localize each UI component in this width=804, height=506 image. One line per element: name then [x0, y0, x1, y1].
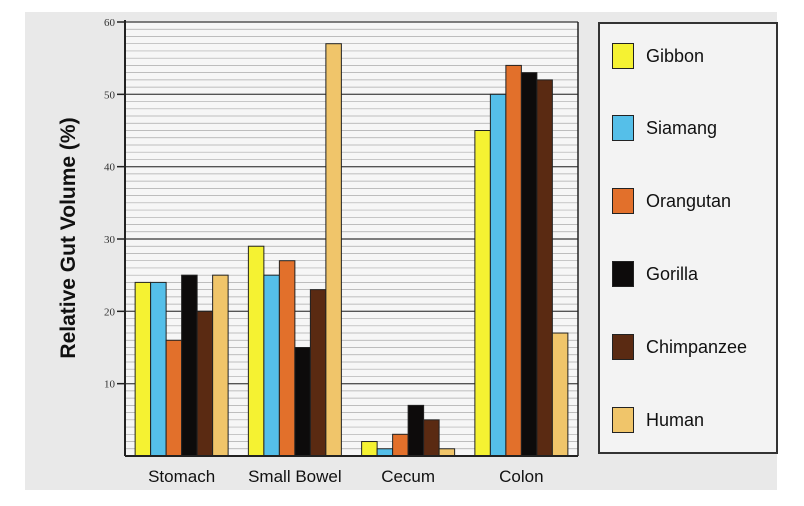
- legend-item-gorilla: Gorilla: [612, 260, 698, 288]
- legend-label: Chimpanzee: [646, 336, 748, 357]
- legend-label: Orangutan: [646, 190, 732, 211]
- legend-item-chimpanzee: Chimpanzee: [612, 333, 747, 361]
- y-tick-label: 40: [104, 162, 116, 174]
- legend-swatch: [612, 407, 634, 433]
- legend: Gibbon Siamang Orangutan Gorilla Chimpanzee H…: [598, 22, 778, 454]
- bar-orangutan-cecum: [392, 433, 409, 457]
- bar-orangutan-small-bowel: [278, 260, 296, 457]
- bar-gorilla-small-bowel: [294, 347, 311, 457]
- axes: [117, 20, 579, 457]
- bar-human-colon: [551, 332, 569, 457]
- legend-item-orangutan: Orangutan: [612, 187, 731, 215]
- bar-gorilla-stomach: [181, 274, 198, 457]
- bar-orangutan-stomach: [165, 339, 183, 457]
- bar-chimpanzee-small-bowel: [309, 289, 327, 457]
- bar-gorilla-cecum: [407, 404, 425, 457]
- legend-label: Gibbon: [646, 45, 705, 66]
- bar-siamang-stomach: [150, 281, 167, 457]
- bar-chimpanzee-stomach: [196, 310, 214, 457]
- legend-item-human: Human: [612, 406, 704, 434]
- bar-siamang-colon: [489, 93, 507, 457]
- bar-chimpanzee-colon: [536, 79, 553, 457]
- bar-siamang-small-bowel: [263, 274, 280, 457]
- legend-swatch: [612, 188, 634, 214]
- y-axis-title: Relative Gut Volume (%): [57, 117, 80, 358]
- bar-gibbon-cecum: [361, 441, 378, 457]
- bar-orangutan-colon: [505, 64, 522, 457]
- bar-chimpanzee-cecum: [423, 419, 440, 457]
- y-tick-label: 60: [104, 17, 116, 29]
- legend-label: Siamang: [646, 117, 718, 138]
- bar-human-stomach: [212, 274, 229, 457]
- y-tick-label: 50: [104, 89, 116, 101]
- legend-item-siamang: Siamang: [612, 114, 717, 142]
- legend-swatch: [612, 43, 634, 69]
- x-tick-label: Small Bowel: [248, 467, 342, 486]
- bar-human-small-bowel: [325, 43, 342, 457]
- legend-swatch: [612, 115, 634, 141]
- x-tick-label: Colon: [499, 467, 543, 486]
- y-tick-label: 10: [104, 379, 116, 391]
- legend-label: Human: [646, 409, 705, 430]
- y-tick-label: 30: [104, 234, 116, 246]
- bar-gorilla-colon: [520, 72, 538, 457]
- bar-gibbon-colon: [474, 130, 491, 457]
- legend-swatch: [612, 334, 634, 360]
- y-tick-label: 20: [104, 306, 116, 318]
- x-tick-label: Cecum: [381, 467, 435, 486]
- legend-item-gibbon: Gibbon: [612, 42, 704, 70]
- legend-label: Gorilla: [646, 263, 699, 284]
- bar-gibbon-small-bowel: [247, 245, 265, 457]
- axis-labels: Stomach Small Bowel Cecum Colon 10 20 30 40 50 60: [104, 17, 544, 486]
- bar-siamang-cecum: [376, 448, 394, 457]
- bar-human-cecum: [438, 448, 456, 457]
- bar-gibbon-stomach: [134, 281, 152, 457]
- x-tick-label: Stomach: [148, 467, 215, 486]
- legend-swatch: [612, 261, 634, 287]
